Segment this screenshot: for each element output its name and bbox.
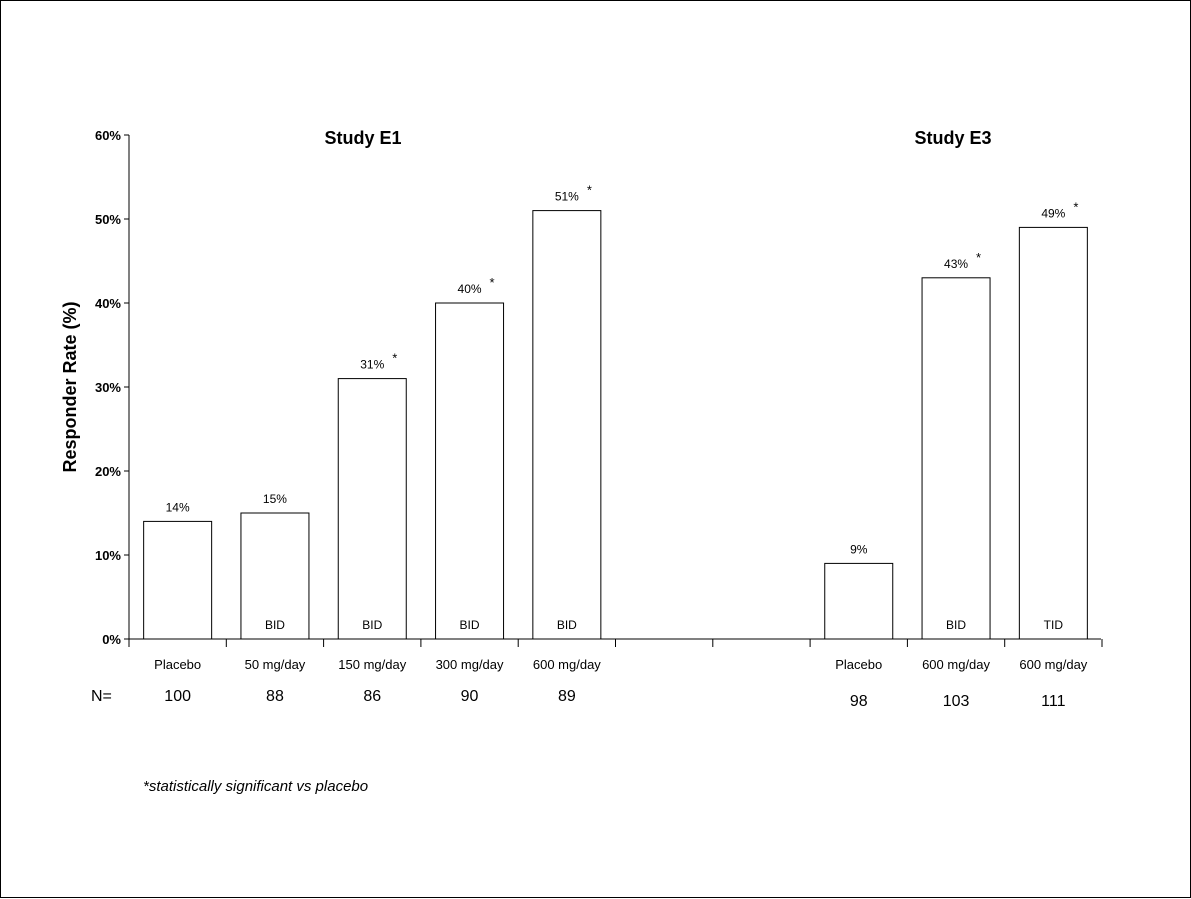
y-tick-label: 40% (95, 296, 121, 311)
bar (532, 210, 602, 640)
significance-marker: * (490, 275, 495, 290)
study-title: Study E1 (324, 128, 401, 148)
bar-value-label: 15% (263, 492, 287, 506)
n-value: 90 (461, 688, 479, 705)
bar (435, 302, 505, 640)
x-category-label: 50 mg/day (245, 657, 306, 672)
y-tick-label: 10% (95, 548, 121, 563)
n-value: 100 (164, 688, 191, 705)
y-tick-label: 60% (95, 128, 121, 143)
n-value: 111 (1041, 693, 1065, 710)
n-label: N= (91, 688, 112, 705)
x-category-label: 150 mg/day (338, 657, 406, 672)
n-value: 98 (850, 693, 868, 710)
bar-value-label: 14% (166, 500, 190, 514)
x-category-label: Placebo (154, 657, 201, 672)
bar (1018, 226, 1088, 640)
bar-value-label: 51% (555, 190, 579, 204)
y-tick-label: 0% (102, 632, 121, 647)
study-title: Study E3 (914, 128, 991, 148)
x-category-label: 300 mg/day (436, 657, 504, 672)
regimen-label: TID (1044, 618, 1064, 632)
y-tick-label: 50% (95, 212, 121, 227)
regimen-label: BID (362, 618, 382, 632)
x-category-label: Placebo (835, 657, 882, 672)
n-value: 103 (943, 693, 970, 710)
bar (921, 277, 991, 640)
bar-value-label: 40% (458, 282, 482, 296)
significance-marker: * (587, 183, 592, 198)
y-tick-label: 20% (95, 464, 121, 479)
significance-marker: * (392, 351, 397, 366)
n-value: 86 (363, 688, 381, 705)
bar-value-label: 31% (360, 358, 384, 372)
bar (143, 520, 213, 640)
n-value: 89 (558, 688, 576, 705)
bar (240, 512, 310, 640)
footnote: *statistically significant vs placebo (143, 778, 368, 795)
y-tick-label: 30% (95, 380, 121, 395)
regimen-label: BID (946, 618, 966, 632)
regimen-label: BID (265, 618, 285, 632)
bar (337, 378, 407, 640)
x-category-label: 600 mg/day (533, 657, 601, 672)
significance-marker: * (976, 250, 981, 265)
x-category-label: 600 mg/day (1019, 657, 1087, 672)
bar-value-label: 9% (850, 542, 868, 556)
bar-value-label: 49% (1041, 206, 1065, 220)
bar (824, 562, 894, 640)
n-value: 88 (266, 688, 284, 705)
significance-marker: * (1073, 199, 1078, 214)
regimen-label: BID (557, 618, 577, 632)
regimen-label: BID (460, 618, 480, 632)
y-axis-label: Responder Rate (%) (60, 301, 80, 472)
bar-value-label: 43% (944, 257, 968, 271)
x-category-label: 600 mg/day (922, 657, 990, 672)
